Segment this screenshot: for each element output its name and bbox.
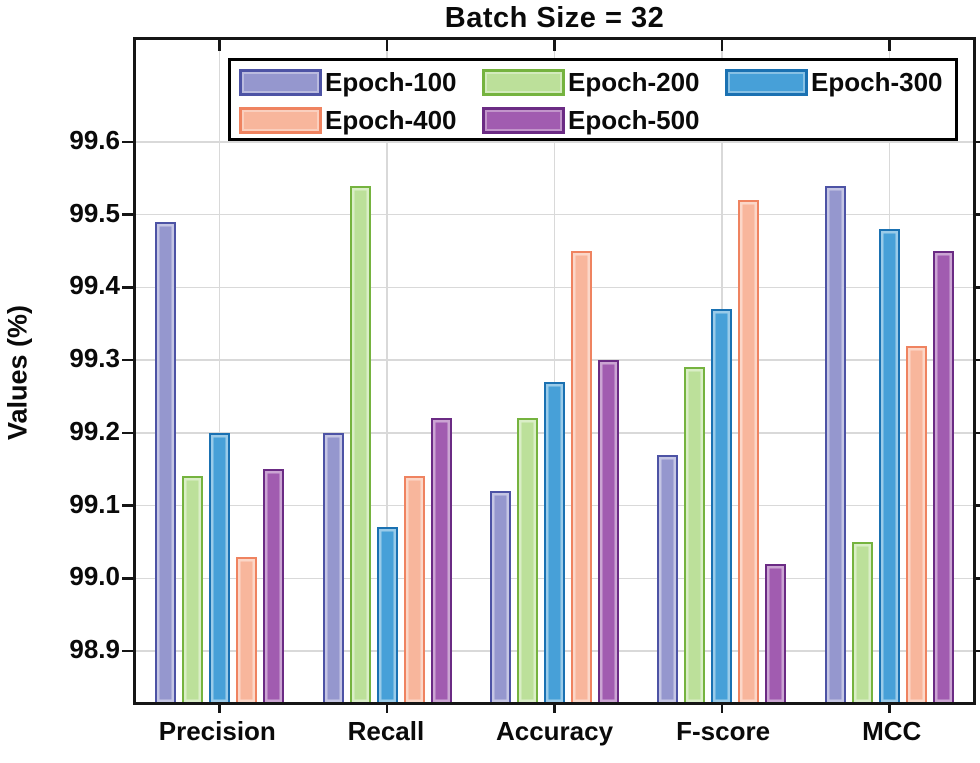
legend-item-epoch-200: Epoch-200 [482, 69, 700, 96]
bar-accuracy-epoch-100 [489, 491, 511, 702]
bar-group-mcc [806, 40, 973, 702]
bar-mcc-epoch-200 [851, 541, 873, 702]
y-axis-tick [122, 649, 133, 653]
bar-precision-epoch-500 [263, 469, 285, 702]
chart-title: Batch Size = 32 [444, 2, 665, 34]
x-category-label: MCC [862, 716, 922, 746]
y-tick-label: 99.0 [69, 561, 120, 592]
y-axis-tick [976, 504, 980, 507]
legend-swatch-epoch-100 [239, 69, 322, 96]
x-axis-tick [553, 702, 556, 713]
legend-label: Epoch-500 [568, 105, 700, 135]
y-axis-tick [976, 358, 980, 362]
legend-label: Epoch-200 [568, 67, 700, 97]
x-axis-tick [720, 702, 724, 713]
y-axis-tick [122, 577, 133, 580]
x-category-label: Accuracy [495, 716, 614, 746]
bar-accuracy-epoch-500 [597, 360, 619, 702]
bar-recall-epoch-200 [349, 185, 371, 702]
bar-precision-epoch-100 [155, 221, 177, 702]
bar-accuracy-epoch-200 [516, 418, 538, 702]
x-axis-tick [720, 40, 724, 51]
y-axis-tick [976, 577, 980, 580]
y-tick-label: 99.6 [69, 124, 120, 155]
bar-recall-epoch-400 [403, 476, 425, 702]
x-category-label: Precision [158, 716, 276, 746]
bar-f-score-epoch-200 [684, 367, 706, 702]
y-axis-tick [122, 358, 133, 362]
bar-f-score-epoch-400 [738, 200, 760, 702]
y-tick-label: 99.4 [69, 270, 120, 301]
y-axis-tick [976, 213, 980, 216]
bar-f-score-epoch-100 [657, 454, 679, 702]
bar-recall-epoch-500 [430, 418, 452, 702]
bar-mcc-epoch-300 [878, 229, 900, 702]
bar-precision-epoch-400 [236, 556, 258, 702]
y-tick-label: 99.5 [69, 197, 120, 228]
legend-swatch-epoch-400 [239, 107, 322, 134]
x-category-label: F-score [676, 716, 771, 746]
plot-area [122, 37, 980, 713]
y-axis-tick [122, 504, 133, 507]
bar-group-f-score [638, 40, 805, 702]
bar-recall-epoch-100 [322, 432, 344, 702]
x-axis-tick [385, 40, 389, 51]
legend-item-epoch-500: Epoch-500 [482, 107, 700, 134]
legend-swatch-epoch-200 [482, 69, 565, 96]
y-axis-tick [976, 431, 980, 435]
vertical-gridline [218, 40, 221, 702]
y-tick-label: 98.9 [69, 634, 120, 665]
bar-group-recall [303, 40, 470, 702]
bar-group-precision [136, 40, 303, 702]
vertical-gridline [553, 40, 556, 702]
bar-recall-epoch-300 [376, 527, 398, 702]
y-tick-label: 99.1 [69, 488, 120, 519]
y-axis-tick [122, 140, 133, 144]
y-axis-tick [976, 649, 980, 653]
vertical-gridline [386, 40, 388, 702]
bar-accuracy-epoch-400 [570, 250, 592, 702]
bar-mcc-epoch-500 [932, 250, 954, 702]
legend-item-epoch-100: Epoch-100 [239, 69, 457, 96]
bar-accuracy-epoch-300 [543, 381, 565, 702]
x-axis-tick [385, 702, 389, 713]
bar-precision-epoch-300 [209, 432, 231, 702]
y-axis-tick [122, 286, 133, 289]
x-axis-tick [888, 40, 891, 51]
legend-label: Epoch-300 [811, 67, 943, 97]
legend-item-epoch-300: Epoch-300 [725, 69, 943, 96]
legend-item-epoch-400: Epoch-400 [239, 107, 457, 134]
bar-mcc-epoch-400 [905, 345, 927, 702]
x-axis-tick [553, 40, 556, 51]
x-axis-tick [218, 702, 221, 713]
bar-mcc-epoch-100 [824, 185, 846, 702]
y-tick-label: 99.2 [69, 415, 120, 446]
legend-swatch-epoch-300 [725, 69, 808, 96]
y-axis-tick [122, 431, 133, 435]
bar-precision-epoch-200 [182, 476, 204, 702]
bar-group-accuracy [471, 40, 638, 702]
legend-label: Epoch-100 [325, 67, 457, 97]
x-category-label: Recall [347, 716, 425, 746]
legend-label: Epoch-400 [325, 105, 457, 135]
bar-f-score-epoch-500 [765, 563, 787, 702]
y-tick-label: 99.3 [69, 343, 120, 374]
y-axis-tick [976, 140, 980, 144]
x-axis-tick [218, 40, 221, 51]
x-axis-tick [888, 702, 891, 713]
y-axis-tick [976, 286, 980, 289]
y-axis-tick [122, 213, 133, 216]
legend-swatch-epoch-500 [482, 107, 565, 134]
bar-f-score-epoch-300 [711, 309, 733, 702]
legend-box: Epoch-100 Epoch-200 Epoch-300 Epoch-400 Epoc… [228, 58, 958, 141]
